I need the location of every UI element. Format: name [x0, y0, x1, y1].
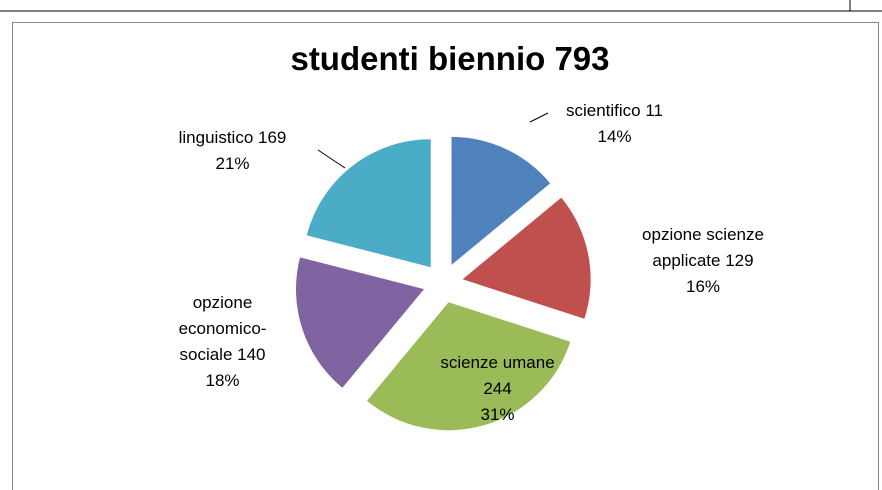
- pie-slice: [451, 136, 551, 265]
- label-text: 21%: [215, 154, 250, 173]
- label-text: 31%: [480, 405, 515, 424]
- label-text: 18%: [205, 371, 240, 390]
- slice-label: opzione scienze applicate 129 16%: [612, 222, 794, 300]
- slice-label: scientifico 11 14%: [547, 98, 682, 150]
- slice-label: opzione economico-sociale 140 18%: [160, 290, 285, 394]
- pie-slice: [295, 257, 424, 388]
- pie-slice: [366, 302, 571, 431]
- label-text: 16%: [685, 277, 721, 296]
- label-text: 14%: [597, 127, 632, 146]
- leader-line: [317, 149, 346, 169]
- pie-slice: [306, 139, 431, 268]
- label-text: linguistico 169: [178, 128, 287, 147]
- label-text: opzione scienze applicate 129: [642, 225, 764, 270]
- pie-slice: [462, 197, 591, 319]
- label-text: scientifico 11: [565, 101, 663, 120]
- slice-label: linguistico 169 21%: [150, 125, 315, 177]
- slice-label: scienze umane 244 31%: [430, 350, 565, 428]
- leader-line: [529, 112, 549, 123]
- chart-title: studenti biennio 793: [290, 40, 609, 77]
- label-text: opzione economico-sociale 140: [178, 293, 267, 364]
- label-text: scienze umane 244: [440, 353, 555, 398]
